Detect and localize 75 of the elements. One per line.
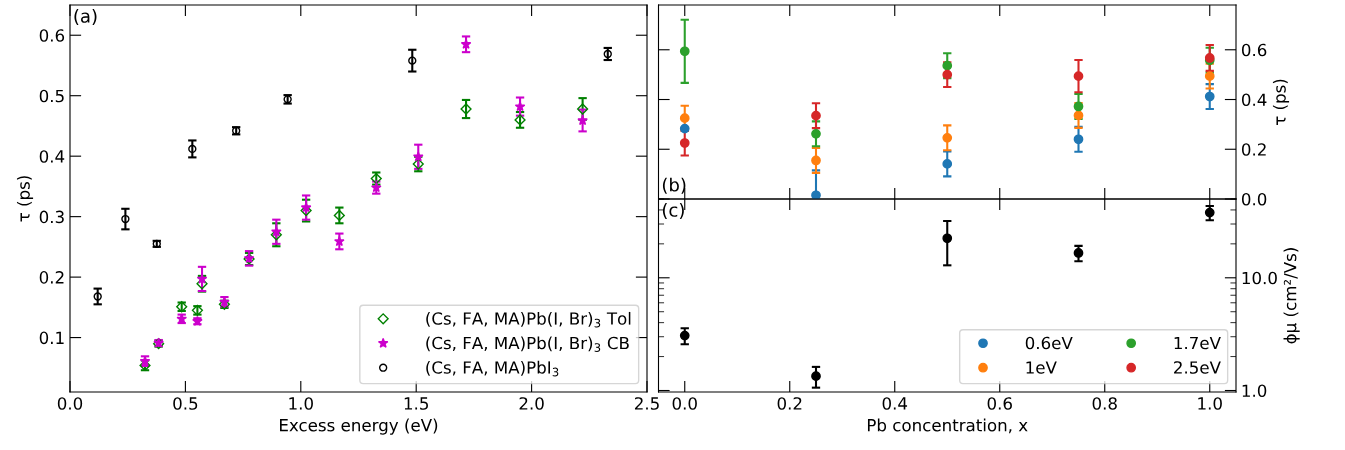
legend-label: 1.7eV [1174, 336, 1221, 350]
point [121, 214, 130, 224]
y-axis-title: τ (ps) [1272, 79, 1290, 125]
point [811, 190, 821, 199]
x-tick-label: 0.0 [57, 397, 83, 410]
point [811, 128, 821, 139]
point [412, 151, 424, 162]
annotation: (b) [662, 177, 686, 194]
point [1204, 207, 1215, 218]
legend-label: (Cs, FA, MA)PbI$_{3}$ [426, 360, 559, 377]
y-tick-label: 0.4 [1241, 93, 1267, 107]
x-tick-label: 2.0 [519, 397, 544, 410]
point [1073, 71, 1084, 81]
point [811, 371, 821, 382]
y-axis-title: ϕμ (cm²/Vs) [1283, 248, 1300, 344]
point [1073, 134, 1084, 145]
point [1073, 110, 1084, 121]
y-tick-label: 0.5 [39, 89, 64, 103]
legend-label: (Cs, FA, MA)Pb(I, Br)$_{3}$ Tol [426, 311, 631, 328]
point [811, 155, 821, 166]
point [514, 101, 526, 112]
legend-label: 0.6eV [1025, 336, 1073, 350]
point [679, 138, 690, 148]
point [679, 46, 690, 57]
point [942, 132, 953, 143]
annotation: (a) [74, 8, 97, 25]
y-tick-label: 1.0 [1242, 384, 1267, 398]
y-tick-label: 0.2 [1241, 143, 1266, 156]
point [460, 103, 472, 115]
point [679, 123, 690, 134]
y-tick-label: 0.1 [39, 331, 64, 345]
x-tick-label: 1.0 [1198, 397, 1222, 410]
point [188, 144, 197, 154]
x-tick-label: 0.2 [777, 397, 802, 410]
point [942, 233, 953, 244]
x-tick-label: 0.4 [882, 397, 908, 410]
point [408, 56, 417, 65]
point [334, 235, 345, 247]
x-axis-title: Pb concentration, x [867, 418, 1028, 434]
x-axis-title: Excess energy (eV) [280, 418, 438, 435]
point [300, 202, 312, 213]
annotation: (c) [662, 202, 684, 219]
y-tick-label: 0.4 [39, 150, 65, 163]
y-tick-label: 0.6 [39, 29, 65, 42]
point [1073, 248, 1084, 258]
x-tick-label: 0.5 [173, 397, 198, 410]
y-tick-label: 0.2 [39, 271, 64, 284]
point [942, 159, 953, 169]
legend-label: 2.5eV [1174, 361, 1221, 374]
legend-label: (Cs, FA, MA)Pb(I, Br)$_{3}$ CB [426, 336, 629, 352]
x-tick-label: 1.5 [404, 397, 428, 410]
y-tick-label: 0.0 [1241, 192, 1267, 206]
x-tick-label: 2.5 [634, 397, 659, 410]
point [942, 69, 953, 80]
x-tick-label: 1.0 [289, 397, 313, 410]
point [514, 114, 526, 126]
point [679, 113, 690, 124]
point [1204, 91, 1215, 102]
legend-label: 1eV [1026, 361, 1057, 374]
point [679, 330, 690, 341]
point [577, 103, 589, 115]
y-tick-label: 10.0 [1242, 271, 1277, 285]
point [93, 292, 102, 301]
x-tick-label: 0.6 [987, 397, 1012, 410]
point [811, 110, 821, 121]
point [1073, 101, 1084, 112]
point [271, 226, 282, 237]
x-tick-label: 0.8 [1092, 397, 1117, 410]
point [577, 114, 588, 126]
point [942, 60, 953, 71]
y-axis-title: τ (ps) [16, 176, 34, 222]
y-tick-label: 0.3 [39, 210, 64, 224]
point [1204, 71, 1215, 81]
x-tick-label: 0.0 [672, 397, 697, 410]
y-tick-label: 0.6 [1241, 43, 1267, 57]
